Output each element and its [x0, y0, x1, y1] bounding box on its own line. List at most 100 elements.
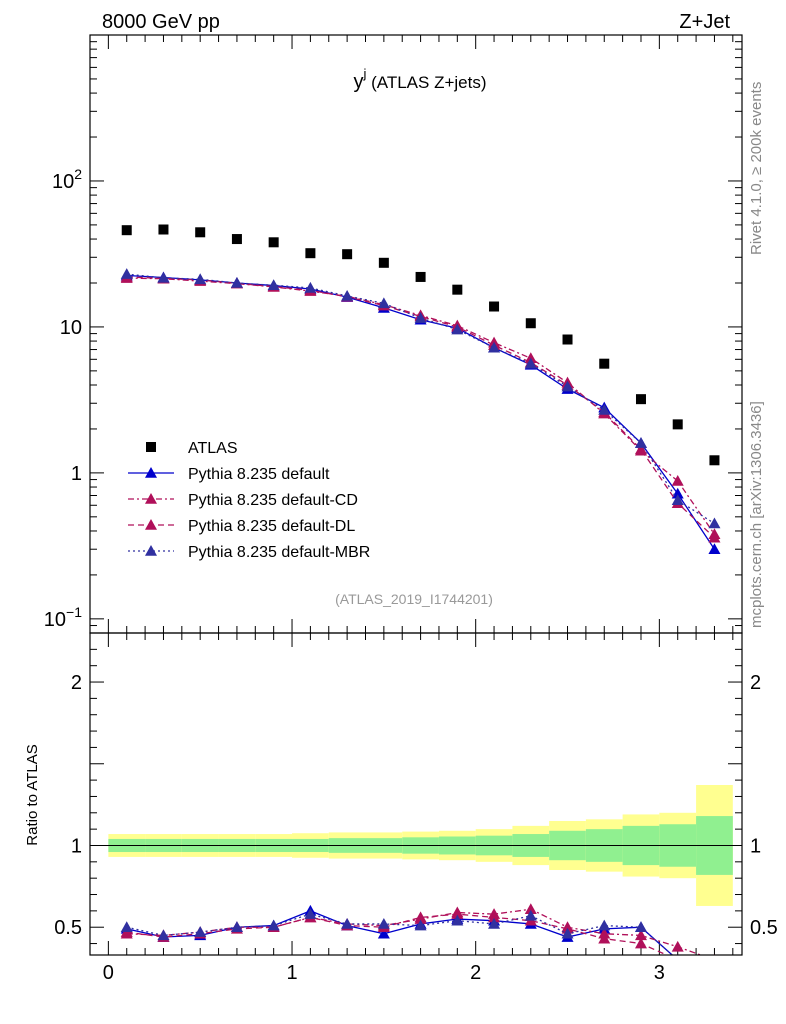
- ratio-marker-mbr: [598, 919, 611, 931]
- main-series: [120, 224, 721, 555]
- ratio-marker-mbr: [414, 919, 427, 931]
- marker-mbr: [671, 494, 684, 505]
- ratio-marker-mbr: [267, 919, 280, 931]
- ratio-marker-mbr: [120, 921, 133, 933]
- marker-mbr: [267, 279, 280, 291]
- ratio-marker-dl: [634, 937, 647, 949]
- legend-marker-data: [146, 442, 156, 452]
- marker-cd: [671, 474, 684, 486]
- main-panel: 10−1 1 10 102: [44, 34, 743, 955]
- x-tick-label: 3: [654, 962, 665, 984]
- legend-marker-default: [145, 467, 157, 478]
- data-point-data: [489, 301, 500, 312]
- ratio-marker-mbr: [304, 908, 317, 919]
- legend-label-default: Pythia 8.235 default: [188, 466, 330, 483]
- series-line-mbr: [126, 273, 715, 525]
- marker-mbr: [708, 517, 721, 529]
- process-label: Z+Jet: [679, 11, 730, 33]
- data-point-data: [268, 237, 279, 248]
- marker-mbr: [524, 357, 537, 369]
- marker-mbr: [598, 403, 611, 415]
- marker-mbr: [194, 273, 207, 285]
- data-point-data: [195, 227, 206, 238]
- data-point-data: [231, 234, 242, 245]
- legend-marker-cd: [145, 493, 157, 504]
- ratio-panel: 0 1 2 3 0.5 0.5 1 1 2 2: [54, 632, 778, 984]
- ratio-marker-cd: [634, 929, 647, 941]
- ratio-marker-mbr: [708, 970, 720, 981]
- data-point-data: [158, 224, 169, 235]
- marker-mbr: [634, 437, 647, 448]
- data-point-data: [415, 271, 426, 282]
- ratio-y-tick-label: 0.5: [54, 917, 82, 939]
- ratio-series: [120, 903, 720, 981]
- ratio-marker-mbr: [561, 927, 574, 939]
- y-tick-label: 1: [71, 463, 82, 485]
- legend: ATLAS Pythia 8.235 default Pythia 8.235 de…: [128, 440, 370, 561]
- data-point-data: [709, 455, 720, 466]
- marker-mbr: [341, 289, 354, 301]
- ratio-marker-cd: [524, 903, 537, 915]
- legend-label-dl: Pythia 8.235 default-DL: [188, 518, 355, 535]
- ratio-marker-default: [377, 927, 390, 939]
- ratio-y-tick-label-right: 0.5: [750, 917, 778, 939]
- data-point-data: [378, 257, 389, 268]
- ratio-marker-mbr: [157, 929, 170, 941]
- data-point-data: [305, 248, 316, 259]
- marker-dl: [708, 531, 721, 543]
- marker-mbr: [451, 323, 464, 335]
- mcplots-label: mcplots.cern.ch [arXiv:1306.3436]: [748, 401, 765, 628]
- ratio-marker-mbr: [377, 917, 390, 929]
- ratio-y-tick-label: 1: [71, 835, 82, 857]
- series-line-dl: [126, 276, 715, 539]
- plot-title: yj (ATLAS Z+jets): [353, 66, 486, 93]
- ratio-marker-default: [708, 970, 720, 981]
- legend-label-data: ATLAS: [188, 440, 238, 457]
- rivet-label: Rivet 4.1.0, ≥ 200k events: [748, 82, 765, 255]
- ratio-frame: [89, 632, 743, 956]
- legend-marker-dl: [145, 519, 157, 530]
- ratio-marker-dl: [708, 970, 720, 981]
- ratio-marker-dl: [414, 911, 427, 923]
- data-point-data: [342, 249, 353, 260]
- ratio-marker-dl: [451, 908, 464, 919]
- legend-label-mbr: Pythia 8.235 default-MBR: [188, 544, 370, 561]
- x-tick-label: 2: [470, 962, 481, 984]
- ratio-marker-mbr: [451, 914, 464, 926]
- ratio-marker-dl: [488, 911, 501, 923]
- marker-default: [708, 543, 721, 555]
- data-point-data: [672, 419, 683, 430]
- x-tick-label: 0: [103, 962, 114, 984]
- data-point-data: [635, 394, 646, 405]
- ratio-line-mbr: [126, 913, 674, 955]
- ratio-marker-mbr: [634, 921, 647, 933]
- energy-label: 8000 GeV pp: [102, 11, 220, 33]
- marker-mbr: [561, 380, 574, 392]
- ratio-marker-cd: [671, 940, 684, 952]
- marker-mbr: [157, 271, 170, 283]
- data-point-data: [121, 225, 132, 236]
- title-main: y: [353, 71, 363, 93]
- data-point-data: [562, 334, 573, 345]
- ratio-ylabel: Ratio to ATLAS: [24, 744, 41, 845]
- y-tick-label: 102: [52, 166, 82, 193]
- ratio-marker-dl: [598, 932, 611, 944]
- marker-mbr: [377, 297, 390, 309]
- title-sup: j: [362, 66, 366, 81]
- data-point-data: [525, 318, 536, 329]
- ratio-y-tick-label-right: 1: [750, 835, 761, 857]
- ratio-marker-mbr: [194, 926, 207, 937]
- marker-mbr: [230, 276, 243, 288]
- title-rest: (ATLAS Z+jets): [366, 73, 486, 92]
- ratio-marker-mbr: [341, 917, 354, 929]
- y-tick-label: 10−1: [44, 604, 82, 631]
- ratio-marker-mbr: [488, 917, 501, 929]
- data-point-data: [452, 284, 463, 295]
- legend-label-cd: Pythia 8.235 default-CD: [188, 492, 358, 509]
- ratio-marker-mbr: [230, 921, 243, 933]
- ratio-y-tick-label-right: 2: [750, 672, 761, 694]
- data-point-data: [599, 358, 610, 369]
- y-tick-label: 10: [60, 317, 82, 339]
- marker-mbr: [120, 268, 133, 279]
- x-tick-label: 1: [286, 962, 297, 984]
